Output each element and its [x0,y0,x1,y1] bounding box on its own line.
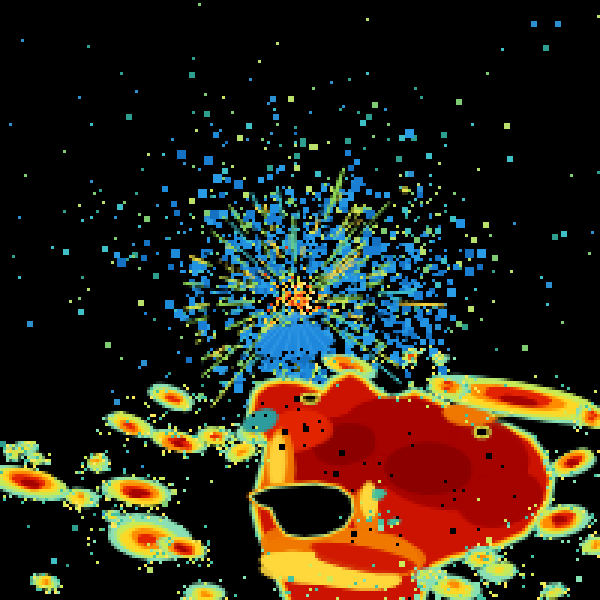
radar-reflectivity-display [0,0,600,600]
radar-screen [0,0,600,600]
